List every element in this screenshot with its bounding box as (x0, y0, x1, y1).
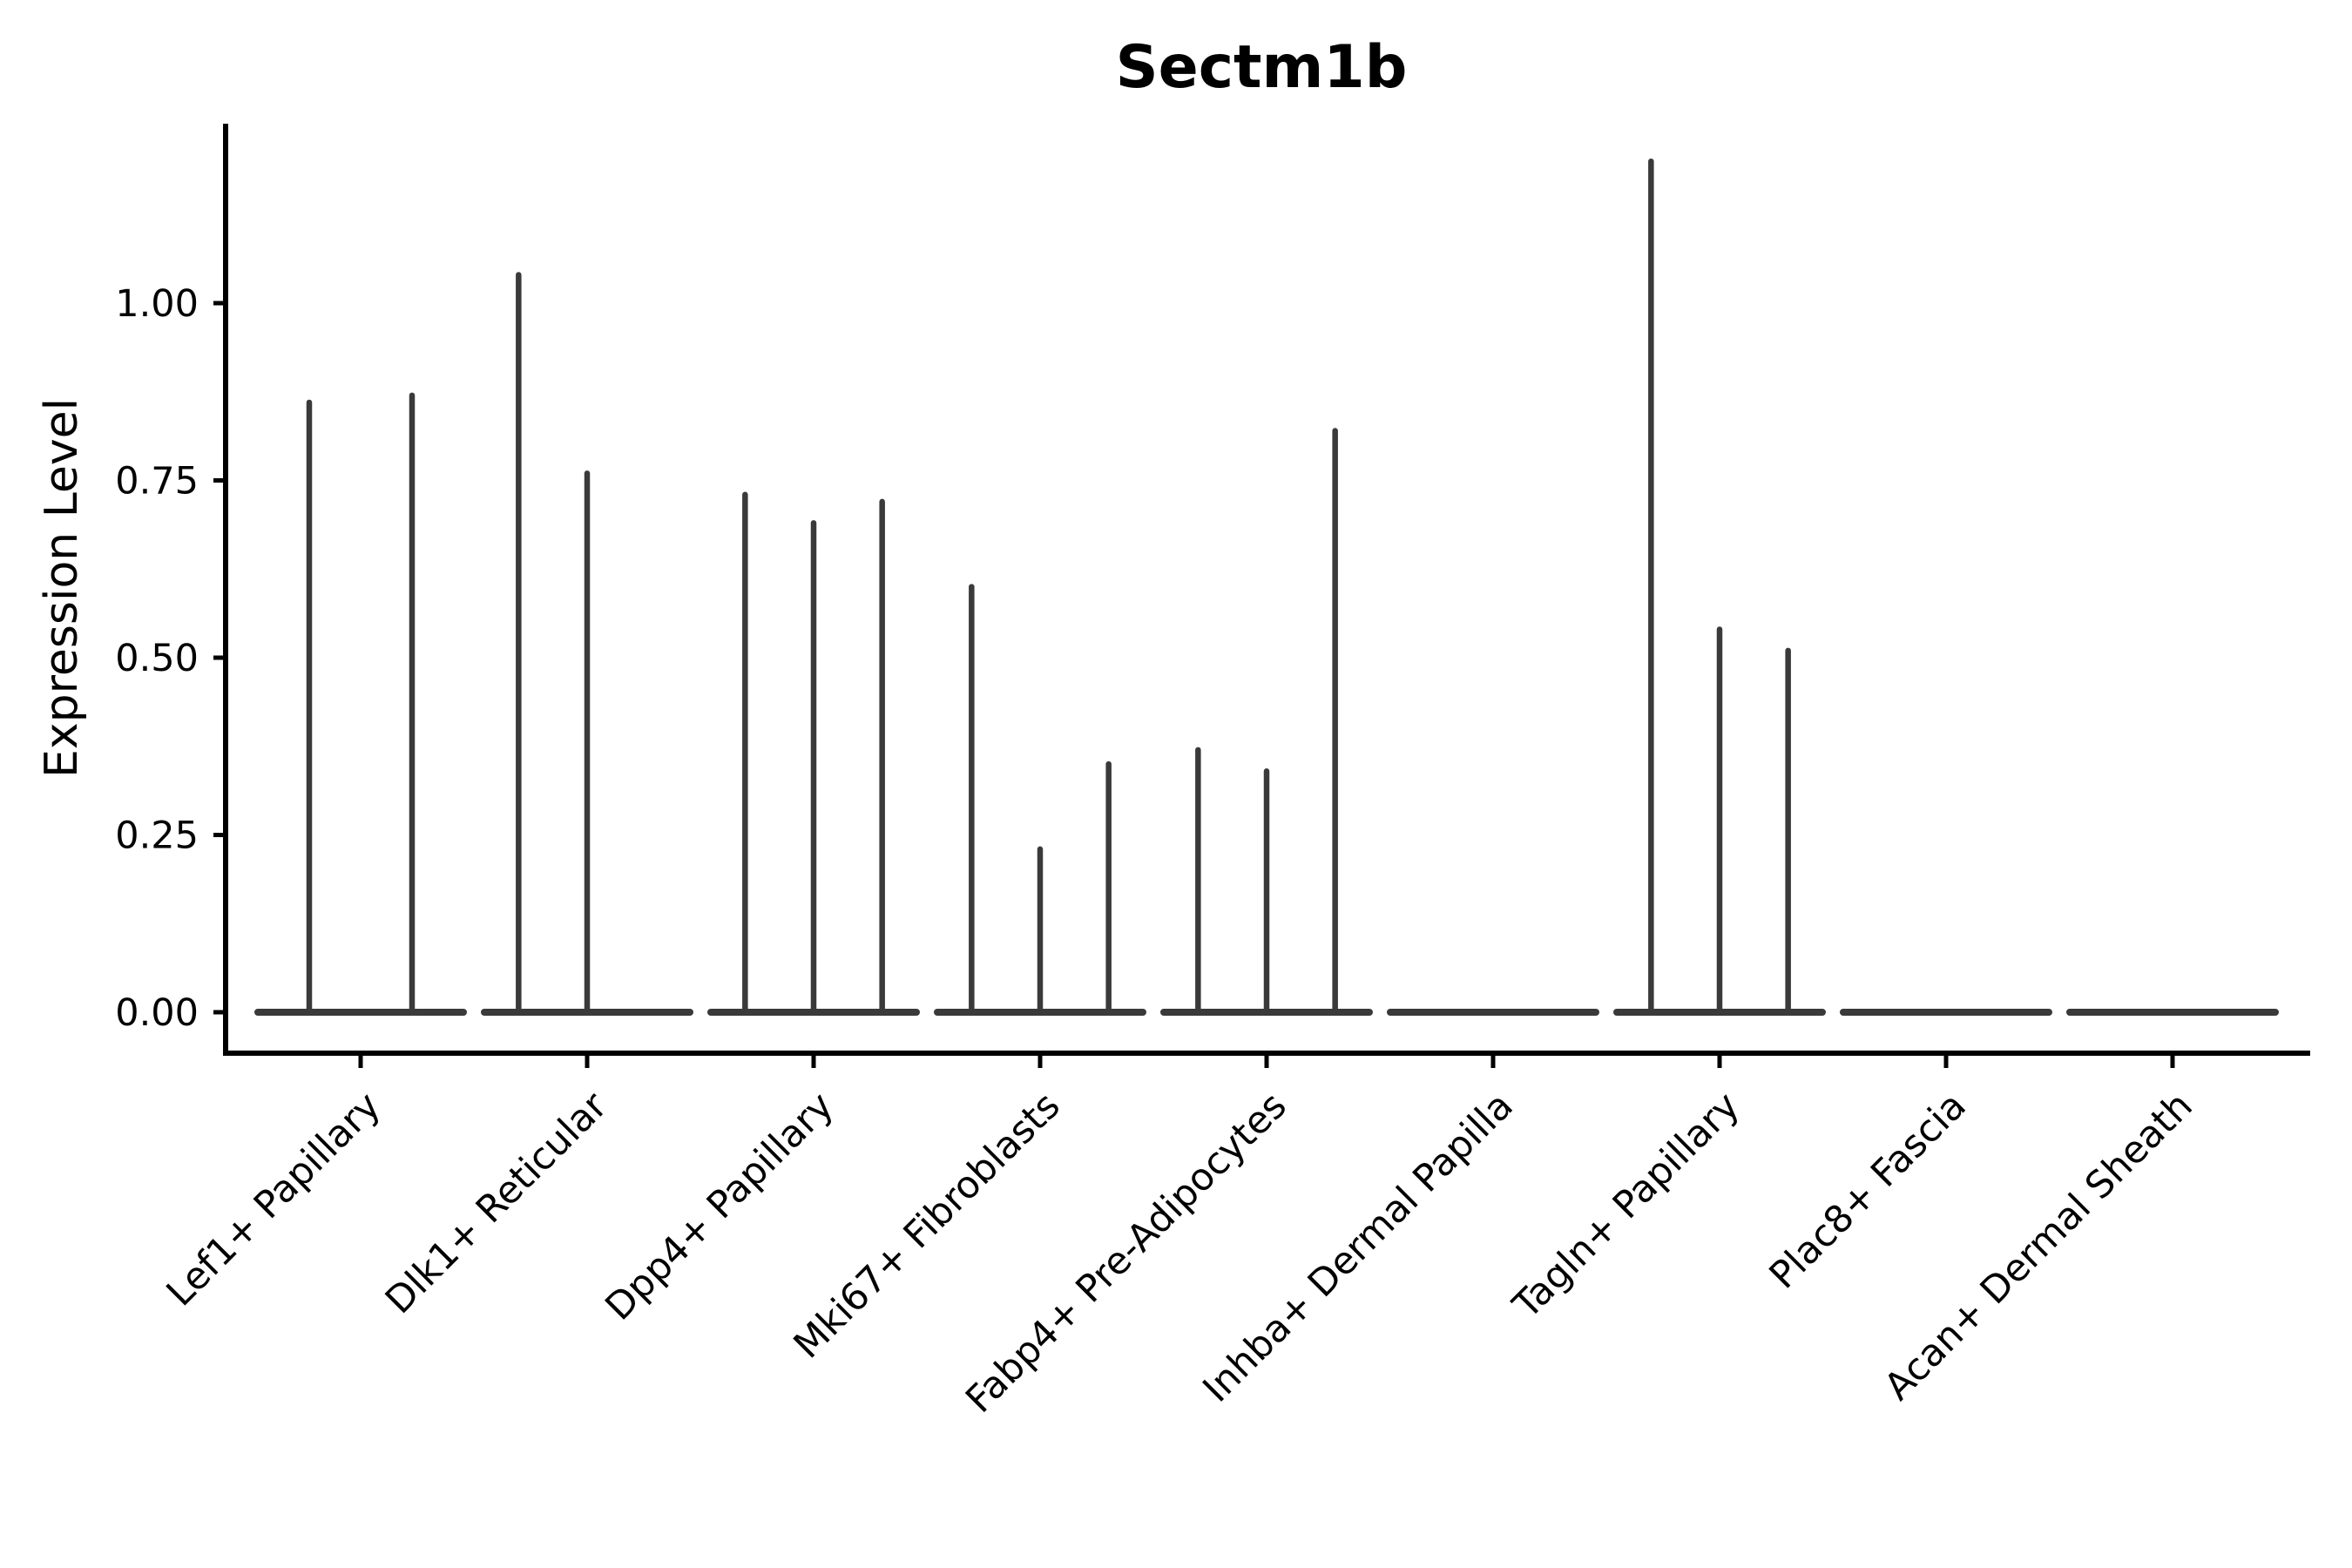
violin-series (254, 158, 2279, 1016)
y-axis-tick-label: 0.75 (115, 460, 199, 504)
plot-title: Sectm1b (1116, 33, 1408, 102)
y-axis-tick-label: 0.00 (115, 991, 199, 1035)
x-axis-tick-label: Tagln+ Papillary (1504, 1084, 1748, 1328)
violin-group (254, 392, 467, 1016)
x-axis-tick-label: Dlk1+ Reticular (377, 1084, 616, 1322)
violin-group (1613, 158, 1826, 1016)
y-axis-tick-label: 1.00 (115, 282, 199, 326)
y-axis-tick-label: 0.50 (115, 637, 199, 680)
violin-group (934, 584, 1146, 1016)
axis-spines (223, 124, 2310, 1056)
x-axis-tick-label: Plac8+ Fascia (1761, 1084, 1975, 1297)
y-axis-label: Expression Level (36, 398, 88, 778)
violin-group (481, 272, 693, 1016)
violin-group (707, 491, 920, 1016)
y-axis-tick-label: 0.25 (115, 814, 199, 858)
x-axis-tick-label: Dpp4+ Papillary (598, 1084, 842, 1328)
violin-group (1160, 428, 1373, 1016)
y-axis: 0.00 0.25 0.50 0.75 1.00 (115, 282, 226, 1035)
x-axis-tick-label: Lef1+ Papillary (159, 1084, 389, 1315)
